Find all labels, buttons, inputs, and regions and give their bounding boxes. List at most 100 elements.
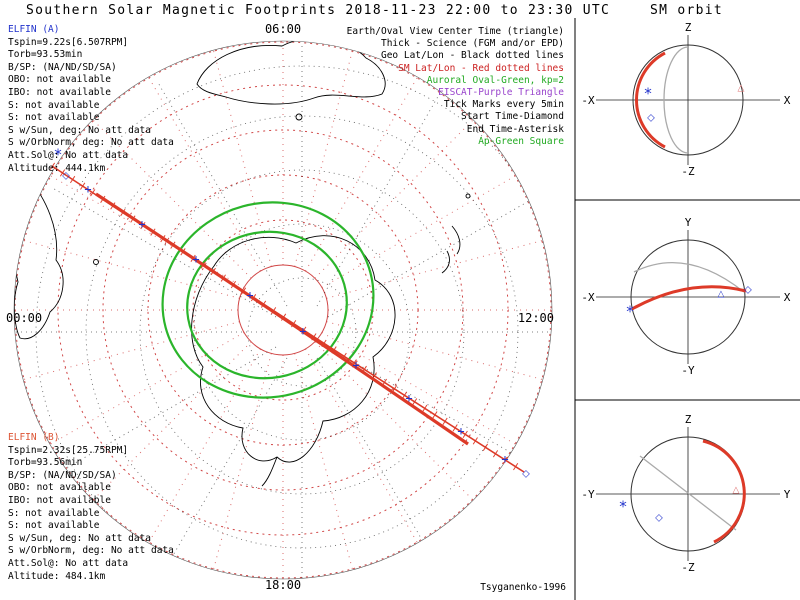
info-line: Tspin=9.22s[6.507RPM]: [8, 36, 129, 48]
info-line: S: not available: [8, 520, 100, 532]
clock-label-bottom: 18:00: [265, 578, 301, 592]
info-line: B/SP: (NA/ND/SD/SA): [8, 61, 117, 73]
info-line: Att.Sol@: No att data: [8, 149, 129, 161]
info-line: Torb=93.56min: [8, 457, 83, 469]
panel-orbit-farside-arc: [633, 262, 745, 293]
diamond-marker: ◇: [647, 113, 655, 124]
axis-label: -Y: [581, 488, 595, 501]
legend-line: Thick - Science (FGM and/or EPD): [380, 38, 564, 50]
info-line: S: not available: [8, 507, 100, 519]
diamond-marker: ◇: [522, 469, 530, 480]
info-line: S: not available: [8, 112, 100, 124]
panel-earth-circle: [632, 44, 744, 156]
asterisk-marker: *: [618, 498, 627, 516]
info-line: OBO: not available: [8, 74, 111, 86]
antarctica-outline: [191, 235, 396, 463]
plus-marker: +: [352, 358, 359, 372]
asterisk-marker: *: [53, 146, 62, 164]
map-rim-circle: [13, 40, 553, 580]
info-line: Torb=93.53min: [8, 49, 83, 61]
elfin-a-info-block: ELFIN (A) Tspin=9.22s[6.507RPM] Torb=93.53…: [8, 24, 174, 175]
legend-line: Ap-Green Square: [478, 135, 564, 147]
info-line: S w/Sun, deg: No att data: [8, 124, 151, 136]
plot-title: Southern Solar Magnetic Footprints 2018-…: [26, 3, 611, 18]
island-dot: [93, 259, 99, 265]
axis-label: X: [784, 291, 791, 304]
info-line: Att.Sol@: No att data: [8, 557, 129, 569]
triangle-marker: △: [718, 290, 725, 300]
axis-label: Z: [685, 21, 692, 34]
data-layer: +++++++++◇*◇Z-Z-X X*◇△Y-Y-X X*◇△Z-Z-Y Y*◇△: [49, 21, 791, 574]
axis-label: -Y: [681, 364, 695, 377]
geo-grid: [14, 42, 552, 579]
elfin-b-info-block: ELFIN (B) Tspin=2.32s[25.75RPM] Torb=93.56…: [8, 432, 174, 583]
tasmania-outline: [295, 113, 303, 121]
panel-orbit-science-arc: [631, 285, 747, 311]
legend-line: Auroral Oval-Green, kp=2: [426, 74, 564, 86]
panel-orbit-science-arc: [702, 439, 746, 544]
info-line: Altitude: 444.1km: [8, 162, 106, 174]
legend-line: EISCAT-Purple Triangle: [438, 87, 564, 99]
plus-marker: +: [84, 182, 91, 196]
info-line: B/SP: (NA/ND/SD/SA): [8, 469, 117, 481]
plus-marker: +: [405, 391, 412, 405]
plus-marker: +: [192, 252, 199, 266]
grid-layer: [14, 41, 552, 579]
clock-label-right: 12:00: [518, 311, 554, 325]
elfin-b-label: ELFIN (B): [8, 432, 60, 443]
footer-block: Tsyganenko-1996 Created: Sun Jan 29 09:4…: [377, 557, 566, 600]
panel-orbit-science-arc: [634, 51, 666, 149]
auroral-oval: [186, 230, 348, 380]
axis-label: Z: [685, 413, 692, 426]
orbit-science-segment: [95, 192, 469, 446]
diamond-marker: ◇: [744, 285, 752, 296]
info-line: Tspin=2.32s[25.75RPM]: [8, 444, 129, 456]
sm-orbit-panel: Y -Y -X X * ◇ △: [581, 216, 790, 377]
legend-line: End Time-Asterisk: [466, 123, 564, 135]
axis-label: Y: [685, 216, 692, 229]
asterisk-marker: *: [625, 303, 634, 321]
legend-line: Tick Marks every 5min: [443, 99, 564, 111]
legend-line: Start Time-Diamond: [461, 111, 564, 123]
legend-line: Earth/Oval View Center Time (triangle): [346, 26, 564, 37]
sm-orbit-panel: Z -Z -X X * ◇ △: [581, 21, 790, 178]
plus-marker: +: [457, 424, 464, 438]
info-line: IBO: not available: [8, 494, 111, 506]
plus-marker: +: [299, 324, 306, 338]
info-line: Altitude: 484.1km: [8, 570, 106, 582]
legend-block: Earth/Oval View Center Time (triangle) Th…: [347, 26, 564, 148]
legend-line: SM Lat/Lon - Red dotted lines: [398, 62, 564, 74]
info-line: S: not available: [8, 99, 100, 111]
triangle-marker: △: [733, 486, 740, 496]
sm-orbit-title: SM orbit: [650, 3, 724, 18]
axis-label: Y: [784, 488, 791, 501]
axis-label: -X: [581, 94, 595, 107]
antarctic-peninsula-outline: [261, 456, 278, 487]
info-line: S w/OrbNorm, deg: No att data: [8, 137, 174, 149]
panel-orbit-farside-arc: [639, 455, 737, 531]
clock-label-top: 06:00: [265, 22, 301, 36]
new-zealand-outline: [441, 225, 461, 274]
australia-outline: [196, 41, 386, 105]
island-dot: [465, 193, 471, 199]
clock-label-left: 00:00: [6, 311, 42, 325]
sm-orbit-panel: Z -Z -Y Y * ◇ △: [581, 413, 790, 574]
info-line: OBO: not available: [8, 482, 111, 494]
plus-marker: +: [501, 452, 508, 466]
info-line: S w/Sun, deg: No att data: [8, 532, 151, 544]
plus-marker: +: [138, 217, 145, 231]
diamond-marker: ◇: [62, 171, 70, 182]
axis-label: X: [784, 94, 791, 107]
panel-orbit-farside-arc: [663, 46, 689, 154]
panel-earth-circle: [630, 239, 746, 355]
info-line: S w/OrbNorm, deg: No att data: [8, 545, 174, 557]
axis-label: -X: [581, 291, 595, 304]
axis-label: -Z: [681, 561, 695, 574]
triangle-marker: △: [738, 84, 745, 94]
plus-marker: +: [246, 288, 253, 302]
diamond-marker: ◇: [655, 513, 663, 524]
auroral-oval: [161, 201, 375, 399]
axis-label: -Z: [681, 165, 695, 178]
